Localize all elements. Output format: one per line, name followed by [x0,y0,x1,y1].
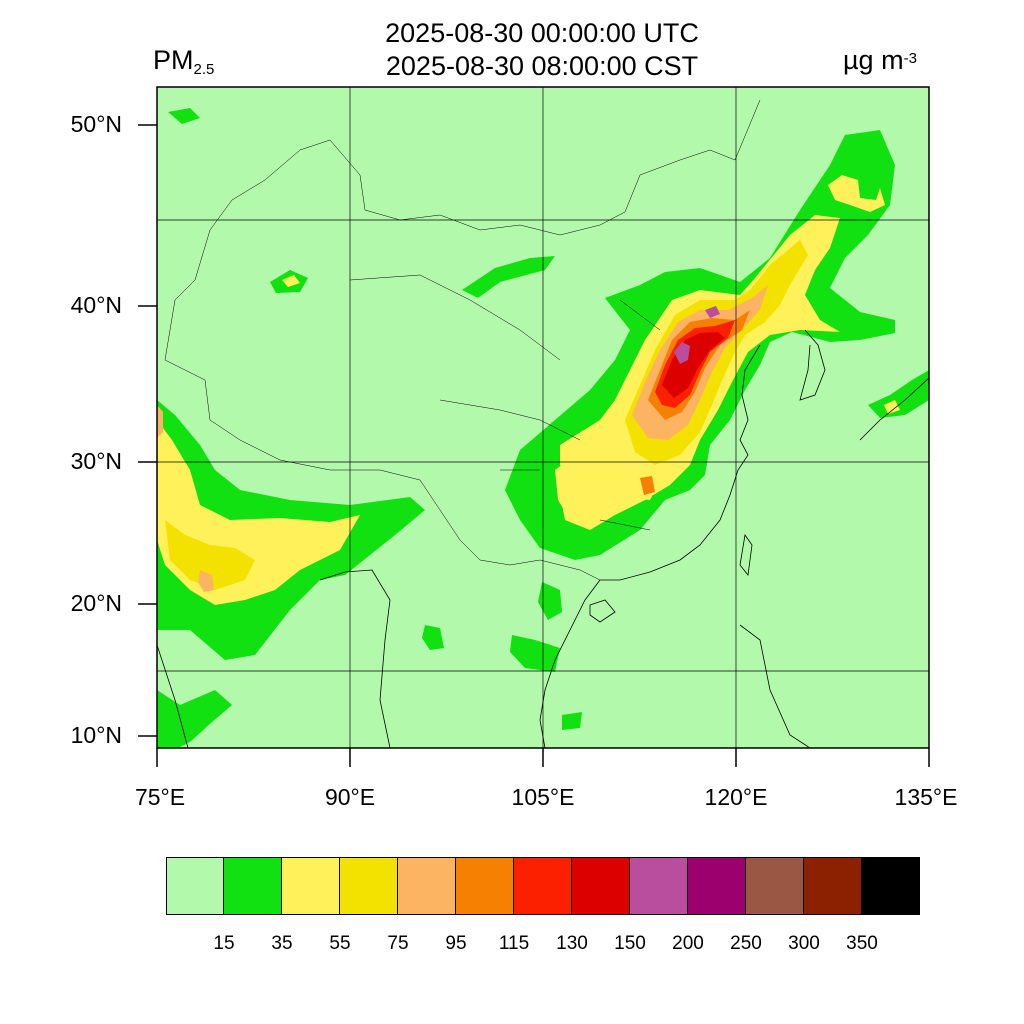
lat-label-20: 20°N [70,590,122,616]
colorbar-swatch [746,857,804,915]
coast-taiwan [739,533,753,576]
plume-east-china-level-200 [674,342,690,364]
colorbar-swatch [398,857,456,915]
border-china-west [164,149,601,581]
lat-label-30: 30°N [70,448,122,474]
patch-indochina-1 [510,635,560,672]
coast-hainan [589,599,616,623]
variable-subscript: 2.5 [193,61,215,78]
colorbar-swatch [282,857,340,915]
border-provinces [349,274,661,531]
unit-base: µg m [843,45,904,75]
borders [164,99,761,581]
lat-label-40: 40°N [70,292,122,318]
patch-indochina-3 [422,625,444,650]
colorbar-swatch [340,857,398,915]
colorbar-swatch [630,857,688,915]
plume-india-level-75 [165,520,255,590]
coast-china-east [600,344,761,581]
lat-label-50: 50°N [70,111,122,137]
patch-japan [868,370,929,418]
colorbar-label: 75 [387,933,409,954]
plume-east-china-level-150 [662,332,725,398]
lat-label-10: 10°N [70,722,122,748]
coast-india [157,644,189,748]
colorbar-label: 95 [445,933,467,954]
colorbar-label: 150 [614,933,646,954]
colorbar-swatch [688,857,746,915]
lon-label-90: 90°E [324,784,376,810]
patch-indochina-2 [538,582,562,620]
patch-south-asia-1 [157,690,232,748]
colorbar-swatch [224,857,282,915]
coast-philippines [739,624,811,748]
title-local-time: 2025-08-30 08:00:00 CST [385,51,699,81]
coast-bay-of-bengal [319,569,391,748]
plume-northeast-level-55 [828,175,885,212]
coast-japan [859,377,929,441]
patch-northwest [168,108,200,124]
variable-label: PM2.5 [153,45,215,78]
patch-mongolia [462,256,555,298]
variable-name: PM [153,45,194,75]
lon-label-105: 105°E [511,784,575,810]
colorbar [166,857,920,915]
plume-india-level-95-west [157,405,163,438]
colorbar-label: 250 [730,933,762,954]
colorbar-label: 115 [498,933,530,954]
title-utc: 2025-08-30 00:00:00 UTC [385,18,699,48]
colorbar-label: 350 [846,933,878,954]
colorbar-swatch [804,857,862,915]
axis-ticks [138,124,930,767]
patch-indochina-4 [562,712,582,730]
lon-label-135: 135°E [894,784,958,810]
colorbar-swatch [572,857,630,915]
plume-india-level-95 [198,570,214,592]
colorbar-swatch [862,857,920,915]
unit-label: µg m-3 [843,45,917,76]
coast-indochina [539,579,601,748]
coastlines [157,329,929,748]
colorbar-label: 15 [213,933,235,954]
colorbar-swatch [456,857,514,915]
plume-central-level-115 [640,476,655,495]
colorbar-label: 35 [271,933,293,954]
plume-east-china-level-200-north [705,306,720,318]
unit-exponent: -3 [903,50,917,67]
patch-japan-inner [884,400,900,414]
colorbar-swatch [166,857,224,915]
colorbar-label: 55 [329,933,351,954]
colorbar-label: 300 [788,933,820,954]
colorbar-label: 200 [672,933,704,954]
coast-korea [799,329,826,401]
patch-west-1-inner [282,275,300,287]
colorbar-swatch [514,857,572,915]
plume-sichuan-level-55 [555,455,598,520]
graticule [157,87,929,748]
border-china-north [299,99,761,236]
colorbar-label: 130 [556,933,588,954]
lon-label-120: 120°E [704,784,768,810]
lon-label-75: 75°E [134,784,186,810]
